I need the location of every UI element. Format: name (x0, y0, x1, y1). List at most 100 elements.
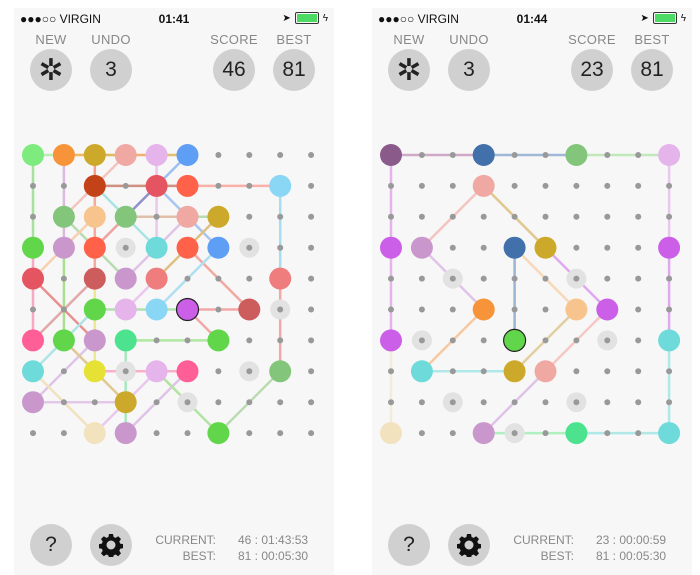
empty-cell-dot[interactable] (60, 182, 67, 189)
empty-cell-dot[interactable] (246, 152, 253, 158)
color-piece[interactable] (114, 329, 137, 352)
color-piece[interactable] (176, 205, 199, 228)
empty-cell-dot[interactable] (388, 275, 394, 282)
empty-cell-dot[interactable] (277, 399, 284, 406)
color-piece[interactable] (114, 391, 137, 414)
empty-cell-dot[interactable] (246, 182, 253, 189)
empty-cell-dot[interactable] (277, 306, 284, 313)
new-game-button[interactable]: ✲ (30, 49, 72, 91)
empty-cell-dot[interactable] (604, 337, 611, 344)
empty-cell-dot[interactable] (184, 337, 191, 344)
color-piece[interactable] (503, 360, 526, 383)
color-piece[interactable] (22, 236, 44, 259)
empty-cell-dot[interactable] (542, 213, 549, 220)
color-piece[interactable] (472, 144, 495, 166)
empty-cell-dot[interactable] (388, 306, 394, 313)
empty-cell-dot[interactable] (573, 337, 580, 344)
empty-cell-dot[interactable] (122, 368, 129, 375)
empty-cell-dot[interactable] (604, 213, 611, 220)
game-board[interactable] (372, 8, 692, 508)
empty-cell-dot[interactable] (480, 337, 487, 344)
color-piece[interactable] (22, 144, 44, 166)
empty-cell-dot[interactable] (542, 306, 549, 313)
empty-cell-dot[interactable] (449, 152, 456, 158)
color-piece[interactable] (145, 298, 168, 321)
color-piece[interactable] (145, 267, 168, 290)
color-piece[interactable] (269, 267, 292, 290)
color-piece[interactable] (472, 422, 495, 445)
empty-cell-dot[interactable] (542, 399, 549, 406)
empty-cell-dot[interactable] (449, 244, 456, 251)
color-piece[interactable] (658, 329, 681, 352)
empty-cell-dot[interactable] (122, 182, 129, 189)
color-piece[interactable] (176, 236, 199, 259)
color-piece[interactable] (22, 267, 44, 290)
color-piece[interactable] (52, 329, 75, 352)
empty-cell-dot[interactable] (418, 430, 425, 437)
empty-cell-dot[interactable] (215, 275, 222, 282)
empty-cell-dot[interactable] (246, 244, 253, 251)
empty-cell-dot[interactable] (91, 399, 98, 406)
empty-cell-dot[interactable] (30, 213, 36, 220)
empty-cell-dot[interactable] (511, 182, 518, 189)
empty-cell-dot[interactable] (418, 399, 425, 406)
empty-cell-dot[interactable] (666, 182, 673, 189)
undo-button[interactable]: 3 (90, 49, 132, 91)
color-piece[interactable] (22, 391, 44, 414)
empty-cell-dot[interactable] (666, 399, 673, 406)
empty-cell-dot[interactable] (449, 430, 456, 437)
empty-cell-dot[interactable] (635, 213, 642, 220)
empty-cell-dot[interactable] (153, 213, 160, 220)
empty-cell-dot[interactable] (308, 337, 315, 344)
empty-cell-dot[interactable] (277, 152, 284, 158)
empty-cell-dot[interactable] (635, 244, 642, 251)
empty-cell-dot[interactable] (418, 275, 425, 282)
empty-cell-dot[interactable] (277, 213, 284, 220)
empty-cell-dot[interactable] (511, 275, 518, 282)
color-piece[interactable] (83, 236, 106, 259)
empty-cell-dot[interactable] (573, 399, 580, 406)
color-piece[interactable] (83, 298, 106, 321)
color-piece[interactable] (596, 298, 619, 321)
empty-cell-dot[interactable] (449, 182, 456, 189)
empty-cell-dot[interactable] (604, 399, 611, 406)
color-piece[interactable] (534, 236, 557, 259)
color-piece[interactable] (658, 144, 681, 166)
empty-cell-dot[interactable] (635, 430, 642, 437)
color-piece[interactable] (83, 267, 106, 290)
color-piece[interactable] (207, 236, 230, 259)
empty-cell-dot[interactable] (666, 275, 673, 282)
color-piece[interactable] (658, 236, 681, 259)
selected-piece[interactable] (175, 297, 200, 322)
empty-cell-dot[interactable] (30, 306, 36, 313)
empty-cell-dot[interactable] (388, 182, 394, 189)
color-piece[interactable] (472, 174, 495, 197)
color-piece[interactable] (238, 298, 261, 321)
color-piece[interactable] (410, 236, 433, 259)
empty-cell-dot[interactable] (388, 213, 394, 220)
empty-cell-dot[interactable] (666, 368, 673, 375)
color-piece[interactable] (380, 422, 402, 445)
empty-cell-dot[interactable] (418, 182, 425, 189)
empty-cell-dot[interactable] (246, 430, 253, 437)
color-piece[interactable] (114, 298, 137, 321)
empty-cell-dot[interactable] (277, 337, 284, 344)
empty-cell-dot[interactable] (308, 399, 315, 406)
empty-cell-dot[interactable] (511, 306, 518, 313)
empty-cell-dot[interactable] (122, 244, 129, 251)
settings-button[interactable] (448, 524, 490, 566)
color-piece[interactable] (22, 329, 44, 352)
empty-cell-dot[interactable] (604, 275, 611, 282)
empty-cell-dot[interactable] (480, 213, 487, 220)
empty-cell-dot[interactable] (480, 275, 487, 282)
empty-cell-dot[interactable] (388, 368, 394, 375)
empty-cell-dot[interactable] (246, 368, 253, 375)
color-piece[interactable] (114, 205, 137, 228)
empty-cell-dot[interactable] (480, 368, 487, 375)
empty-cell-dot[interactable] (511, 399, 518, 406)
empty-cell-dot[interactable] (30, 430, 36, 437)
empty-cell-dot[interactable] (308, 244, 315, 251)
empty-cell-dot[interactable] (573, 244, 580, 251)
empty-cell-dot[interactable] (308, 152, 315, 158)
empty-cell-dot[interactable] (635, 368, 642, 375)
